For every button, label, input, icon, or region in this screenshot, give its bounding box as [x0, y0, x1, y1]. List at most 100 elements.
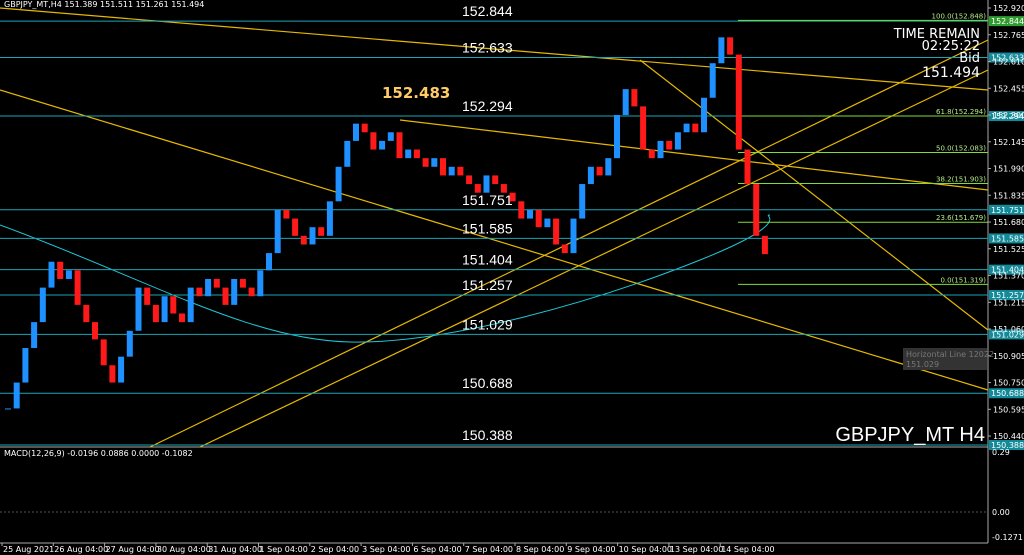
timer-time: 02:25:22: [922, 39, 980, 54]
fibo-label: 100.0(152.848): [932, 12, 987, 20]
fibonacci: 100.0(152.848) 61.8(152.294) 50.0(152.083)…: [738, 12, 988, 285]
candle-body: [213, 278, 220, 288]
level-axis-box: [989, 290, 1024, 301]
level-label: 152.633: [462, 40, 513, 56]
level-axis-box: [989, 329, 1024, 340]
candle-body: [683, 123, 690, 133]
date-label: 27 Aug 04:00: [106, 545, 160, 554]
candle-body: [57, 261, 64, 279]
candle-body: [239, 278, 246, 288]
fibo-label: 23.6(151.679): [936, 214, 986, 222]
candle-body: [640, 106, 647, 150]
candle-body: [100, 339, 107, 366]
price-tick-label: 152.300: [993, 111, 1024, 120]
candle-body: [187, 287, 194, 323]
price-tick-label: 151.990: [993, 165, 1024, 174]
symbol-info: GBPJPY_MT,H4 151.389 151.511 151.261 151…: [4, 0, 204, 9]
price-tick-label: 150.750: [993, 379, 1024, 388]
trend-line: [399, 119, 989, 191]
peak-label: 152.483: [382, 84, 450, 102]
candle-body: [544, 218, 551, 228]
bid-label: Bid: [959, 51, 980, 66]
object-name: Horizontal Line 12022: [906, 350, 994, 359]
macd-axis-label: 0.29: [992, 448, 1010, 457]
level-label: 152.844: [462, 3, 513, 19]
candle-body: [509, 192, 516, 202]
trend-line: [0, 89, 989, 391]
object-tooltip: [903, 348, 987, 370]
fibo-label: 38.2(151.903): [936, 176, 986, 184]
candle-body: [48, 261, 55, 288]
candle-body: [457, 166, 464, 176]
level-axis-label: 152.294: [991, 112, 1024, 121]
candle-body: [309, 227, 316, 245]
candle-body: [118, 356, 125, 383]
candle-body: [231, 278, 238, 305]
level-axis-box: [989, 440, 1024, 451]
trend-line: [639, 59, 989, 331]
candle-body: [674, 132, 681, 150]
level-axis-box: [989, 16, 1024, 27]
fibo-label: 61.8(152.294): [936, 108, 986, 116]
candle-body: [596, 166, 603, 176]
level-axis-box: [989, 204, 1024, 215]
candle-body: [318, 227, 325, 236]
candle-body: [492, 175, 499, 185]
candle-body: [448, 166, 455, 176]
candle-body: [666, 140, 673, 150]
date-label: 25 Aug 2021: [3, 545, 54, 554]
candle-body: [500, 184, 507, 193]
candle-body: [431, 158, 438, 167]
macd-header: MACD(12,26,9) -0.0196 0.0886 0.0000 -0.1…: [4, 449, 193, 458]
candle-body: [561, 244, 568, 254]
date-label: 31 Aug 04:00: [208, 545, 262, 554]
date-label: 9 Sep 04:00: [567, 545, 615, 554]
candle-body: [527, 209, 533, 219]
candle-body: [648, 149, 655, 159]
level-label: 151.404: [462, 252, 513, 268]
price-tick-label: 151.370: [993, 272, 1024, 281]
candle-body: [22, 348, 29, 383]
macd-axis-label: -0.1271: [992, 533, 1023, 542]
candle-body: [483, 175, 490, 193]
candle-body: [405, 149, 412, 159]
candle-body: [74, 270, 81, 305]
price-tick-label: 152.455: [993, 84, 1024, 93]
candle-body: [274, 209, 281, 254]
candle-body: [344, 140, 351, 167]
candle-body: [422, 158, 429, 167]
level-label: 150.688: [462, 375, 513, 391]
candle-body: [13, 382, 20, 409]
watermark: GBPJPY_MT H4: [835, 424, 985, 446]
candle-body: [266, 253, 272, 271]
trend-line: [149, 39, 989, 448]
bid-value: 151.494: [922, 65, 980, 81]
level-axis-label: 151.257: [991, 291, 1024, 300]
candle-body: [109, 365, 116, 383]
level-axis-label: 151.029: [991, 330, 1024, 339]
candle-body: [474, 184, 481, 193]
level-axis-box: [989, 52, 1024, 63]
level-label: 151.257: [462, 277, 513, 293]
candle-body: [413, 149, 420, 159]
candle-body: [222, 287, 229, 305]
level-axis-label: 152.633: [991, 54, 1024, 63]
candle-body: [31, 322, 38, 349]
price-tick-label: 150.905: [993, 352, 1024, 361]
date-label: 2 Sep 04:00: [311, 545, 359, 554]
candle-body: [92, 322, 98, 340]
price-tick-label: 151.525: [993, 245, 1024, 254]
price-tick-label: 152.765: [993, 31, 1024, 40]
candle-body: [144, 287, 151, 305]
candle-body: [196, 287, 203, 297]
candles: [5, 37, 768, 410]
price-tick-label: 152.145: [993, 138, 1024, 147]
candle-body: [440, 158, 446, 176]
candle-body: [179, 313, 185, 323]
candle-body: [657, 140, 664, 159]
level-axis-label: 151.751: [991, 206, 1024, 215]
price-axis: 152.920 152.765 152.610 152.455 152.300 152.1…: [988, 4, 1024, 441]
price-tick-label: 152.610: [993, 58, 1024, 67]
candle-body: [292, 218, 299, 236]
